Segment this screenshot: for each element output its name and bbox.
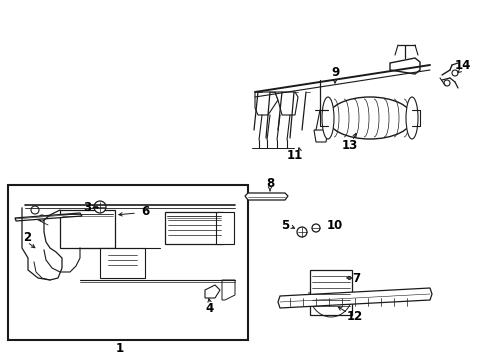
Circle shape — [311, 224, 319, 232]
Text: 7: 7 — [351, 271, 359, 284]
Text: 8: 8 — [265, 176, 274, 189]
Ellipse shape — [405, 97, 417, 139]
Text: 3: 3 — [83, 201, 91, 213]
Polygon shape — [254, 92, 278, 115]
Ellipse shape — [327, 97, 412, 139]
Circle shape — [443, 80, 449, 86]
Text: →: → — [91, 202, 98, 212]
Text: 14: 14 — [454, 59, 470, 72]
Polygon shape — [313, 130, 327, 142]
Circle shape — [296, 227, 306, 237]
Text: 5: 5 — [280, 219, 288, 231]
Text: 13: 13 — [341, 139, 357, 152]
Circle shape — [451, 70, 457, 76]
Polygon shape — [274, 92, 297, 115]
Text: 10: 10 — [326, 219, 343, 231]
Polygon shape — [204, 285, 220, 298]
Circle shape — [94, 201, 106, 213]
Bar — [216, 212, 234, 244]
Text: 4: 4 — [205, 302, 214, 315]
Bar — [60, 210, 115, 248]
Text: 11: 11 — [286, 149, 303, 162]
Polygon shape — [389, 58, 419, 74]
Bar — [164, 212, 223, 244]
Text: 6: 6 — [141, 204, 149, 217]
Bar — [8, 185, 247, 340]
Polygon shape — [309, 270, 351, 315]
Ellipse shape — [321, 97, 333, 139]
Polygon shape — [222, 280, 235, 300]
Text: 1: 1 — [116, 342, 124, 355]
Polygon shape — [15, 213, 82, 221]
Bar — [100, 248, 145, 278]
Polygon shape — [244, 193, 287, 200]
Circle shape — [31, 206, 39, 214]
Text: 9: 9 — [330, 66, 339, 78]
Text: 12: 12 — [346, 310, 363, 323]
Polygon shape — [278, 288, 431, 308]
Text: 2: 2 — [23, 230, 31, 243]
